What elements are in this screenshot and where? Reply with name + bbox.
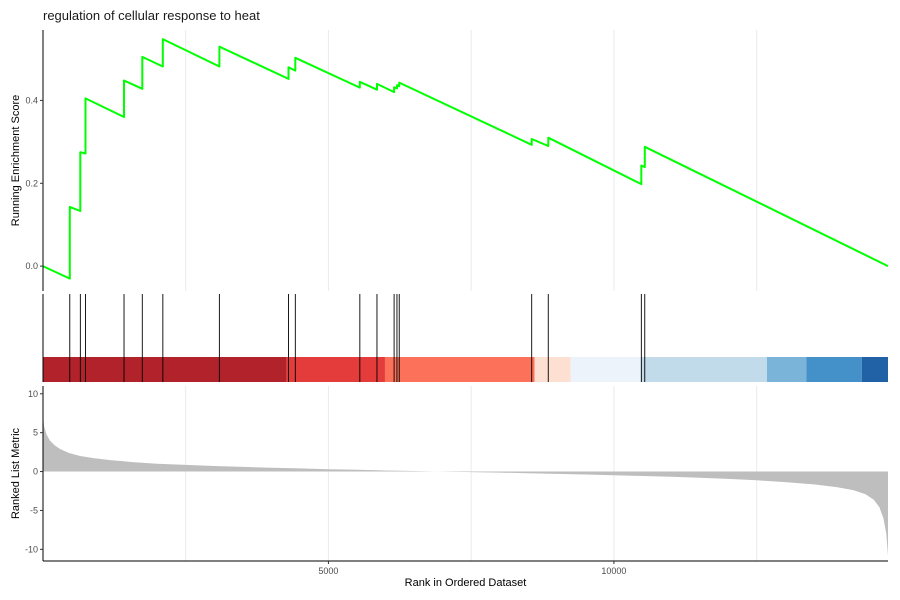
y-tick-label-score: 0.4 [25,95,38,105]
color-band [570,357,641,382]
x-axis-title: Rank in Ordered Dataset [405,577,527,589]
hit-marks [69,294,646,382]
y-axis-title-score: Running Enrichment Score [10,95,22,226]
ranked-metric-area-fill [43,415,888,556]
y-tick-label-metric: -10 [25,544,38,554]
axis-labels: 0.0 0.2 0.4 10 5 0 -5 -10 5000 10000 Running Enric… [10,95,626,589]
y-tick-label-metric: 10 [28,389,38,399]
x-tick-label: 5000 [318,566,338,576]
color-band [806,357,862,382]
color-band [286,357,385,382]
y-tick-label-metric: 5 [33,428,38,438]
y-tick-label-metric: 0 [33,467,38,477]
y-tick-label-metric: -5 [30,505,38,515]
ranked-metric-area [43,415,888,556]
y-tick-label-score: 0.0 [25,261,38,271]
color-band [384,357,535,382]
grid-lines [185,30,758,561]
y-axis-title-metric: Ranked List Metric [10,427,22,519]
y-tick-label-score: 0.2 [25,178,38,188]
running-score-path [42,38,889,280]
chart-title: regulation of cellular response to heat [43,8,260,23]
running-score-line [42,38,889,280]
color-bands [42,357,888,382]
axes [40,30,888,564]
color-band [534,357,571,382]
x-tick-label: 10000 [601,566,626,576]
color-band [861,357,888,382]
color-band [640,357,767,382]
color-band [766,357,807,382]
color-band [42,357,287,382]
